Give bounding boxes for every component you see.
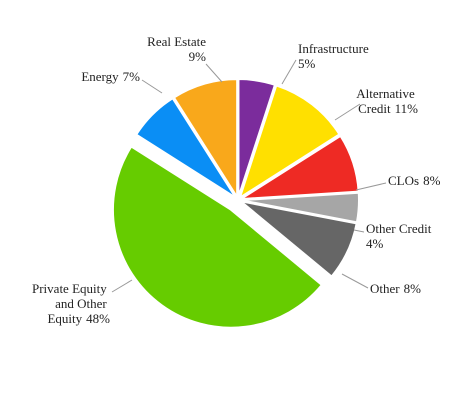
value-label: 48% <box>86 311 110 326</box>
label-line: Equity <box>47 311 82 326</box>
label-line: Real Estate <box>147 34 206 49</box>
category-label: Energy <box>81 69 119 84</box>
category-label: Private Equity and Other Equity <box>32 281 110 326</box>
value-label: 5% <box>298 56 316 71</box>
category-label: CLOs <box>388 173 419 188</box>
label-line: CLOs <box>388 173 419 188</box>
pie-slice <box>172 78 239 201</box>
pie-slice <box>240 191 360 224</box>
label-line: Infrastructure <box>298 41 369 56</box>
leader-line <box>141 79 163 94</box>
pie-slice <box>240 200 358 278</box>
category-label: Other Credit <box>366 221 432 236</box>
category-label: Real Estate <box>147 34 206 49</box>
label-line: and Other <box>55 296 110 311</box>
value-label: 8% <box>423 173 441 188</box>
value-label: 11% <box>395 101 419 116</box>
category-label: Other <box>370 281 400 296</box>
pie-slice <box>112 145 324 329</box>
label-line: Alternative <box>356 86 418 101</box>
leader-line <box>205 63 223 83</box>
leader-line <box>111 279 133 293</box>
value-label: 7% <box>123 69 141 84</box>
leader-line <box>281 59 297 85</box>
leader-line <box>353 229 365 233</box>
category-label: Infrastructure <box>298 41 369 56</box>
value-label: 8% <box>404 281 422 296</box>
pie-slice <box>134 96 237 199</box>
label-line: Credit <box>358 101 391 116</box>
label-line: Other Credit <box>366 221 432 236</box>
label-line: Private Equity <box>32 281 110 296</box>
leader-line <box>341 273 369 289</box>
leader-line <box>334 103 361 121</box>
value-label: 9% <box>189 49 207 64</box>
pie-slice <box>237 78 277 198</box>
label-line: Other <box>370 281 400 296</box>
leader-line <box>355 182 387 191</box>
category-label: Alternative Credit <box>356 86 418 116</box>
pie-slice <box>238 84 341 200</box>
label-line: Energy <box>81 69 119 84</box>
value-label: 4% <box>366 236 384 251</box>
pie-slice <box>240 134 360 201</box>
